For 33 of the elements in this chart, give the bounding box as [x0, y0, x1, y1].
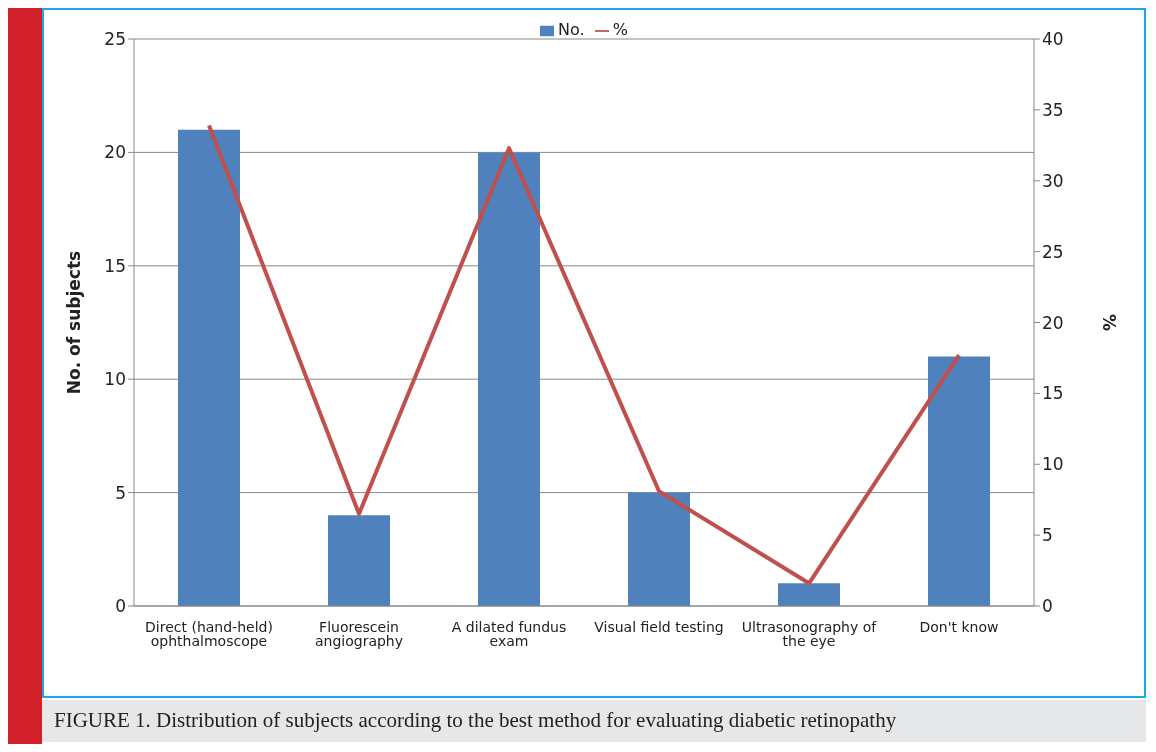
- x-tick-label: Fluorescein angiography: [314, 618, 404, 649]
- y2-tick-label: 15: [1042, 383, 1064, 404]
- x-tick-label: Don't know: [919, 618, 999, 635]
- y2-tick-label: 40: [1042, 29, 1064, 50]
- y-tick-label: 25: [104, 29, 126, 50]
- legend-label: No.: [558, 20, 585, 39]
- y2-tick-label: 10: [1042, 454, 1064, 475]
- y2-tick-label: 25: [1042, 241, 1064, 262]
- bar: [778, 583, 840, 606]
- bar: [928, 356, 990, 606]
- y2-tick-label: 0: [1042, 596, 1053, 617]
- y-tick-label: 20: [104, 142, 126, 163]
- y-tick-label: 15: [104, 255, 126, 276]
- y2-tick-label: 20: [1042, 312, 1064, 333]
- y-axis-title: No. of subjects: [64, 250, 85, 395]
- bar: [628, 492, 690, 606]
- y2-tick-label: 35: [1042, 99, 1064, 120]
- line-series: [207, 123, 961, 586]
- x-tick-label: A dilated fundus exam: [451, 618, 567, 649]
- y-tick-label: 5: [115, 482, 126, 503]
- y2-axis-title: %: [1098, 313, 1119, 332]
- x-tick-label: Direct (hand-held) ophthalmoscope: [145, 618, 273, 649]
- y-tick-label: 0: [115, 596, 126, 617]
- bar: [178, 129, 240, 606]
- y2-tick-label: 5: [1042, 525, 1053, 546]
- x-tick-label: Visual field testing: [594, 618, 724, 635]
- bar: [328, 515, 390, 606]
- x-tick-label: Ultrasonography of the eye: [741, 618, 878, 649]
- caption: FIGURE 1. Distribution of subjects according to the best method for evaluating diabetic retinopathy: [42, 700, 1146, 742]
- y2-tick-label: 30: [1042, 170, 1064, 191]
- y-tick-label: 10: [104, 369, 126, 390]
- legend-label: %: [612, 20, 628, 39]
- bar: [478, 152, 540, 606]
